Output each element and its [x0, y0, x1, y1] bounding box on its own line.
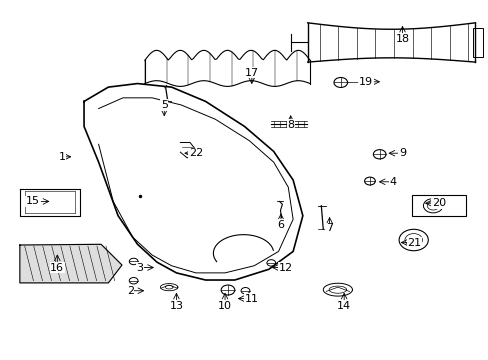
Text: 3: 3 [136, 262, 143, 273]
Text: 18: 18 [395, 34, 409, 44]
Text: 7: 7 [325, 223, 332, 233]
Bar [472, 28, 482, 57]
Text: 12: 12 [278, 262, 292, 273]
Text: 6: 6 [277, 220, 284, 230]
Text: 9: 9 [398, 148, 405, 158]
Polygon shape [20, 244, 122, 283]
Text: 11: 11 [244, 294, 258, 303]
Text: 22: 22 [188, 148, 203, 158]
Text: 17: 17 [244, 68, 258, 78]
Text: 15: 15 [26, 197, 40, 206]
Bar [411, 195, 465, 216]
Text: 16: 16 [50, 262, 64, 273]
Text: 21: 21 [407, 238, 421, 248]
Text: 8: 8 [286, 120, 294, 130]
Text: 20: 20 [431, 198, 445, 208]
Text: 5: 5 [161, 100, 167, 110]
Text: 19: 19 [358, 77, 372, 87]
Text: 1: 1 [59, 152, 65, 162]
Text: 14: 14 [336, 301, 350, 311]
Text: 4: 4 [388, 177, 396, 187]
Text: 10: 10 [218, 301, 232, 311]
Text: 13: 13 [169, 301, 183, 311]
Text: 2: 2 [126, 286, 134, 296]
